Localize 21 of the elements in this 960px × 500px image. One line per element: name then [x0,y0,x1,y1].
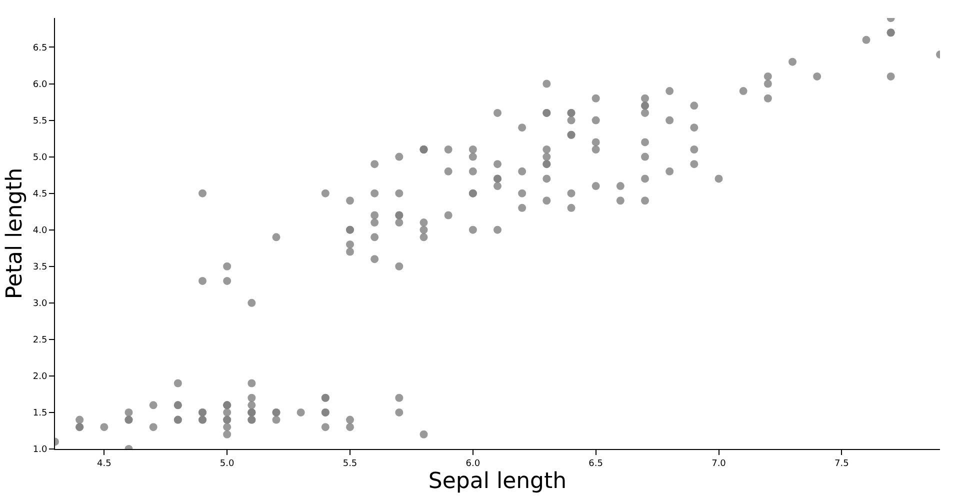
y-axis-title: Petal length [2,168,28,300]
y-tick-label: 6.5 [32,43,48,54]
x-tick-label: 6.5 [588,458,603,469]
y-tick-label: 5.5 [32,116,48,126]
x-tick-label: 7.0 [712,458,726,469]
y-tick-label: 1.5 [32,408,48,419]
y-tick-label: 1.0 [32,445,48,456]
x-tick-label: 5.5 [342,458,358,469]
y-tick-label: 3.5 [32,262,48,273]
x-tick-label: 6.0 [466,458,480,469]
y-tick-label: 4.0 [32,226,48,236]
y-tick-label: 3.0 [32,299,48,310]
x-tick-label: 4.5 [97,458,112,469]
y-tick-label: 6.0 [32,80,48,90]
y-tick-label: 5.0 [32,152,48,163]
y-tick-label: 2.5 [32,336,48,346]
x-tick-label: 5.0 [220,458,235,469]
y-tick-label: 2.0 [32,372,48,382]
x-axis-title: Sepal length [428,468,567,494]
y-tick-label: 4.5 [32,189,48,200]
x-tick-label: 7.5 [834,458,849,469]
